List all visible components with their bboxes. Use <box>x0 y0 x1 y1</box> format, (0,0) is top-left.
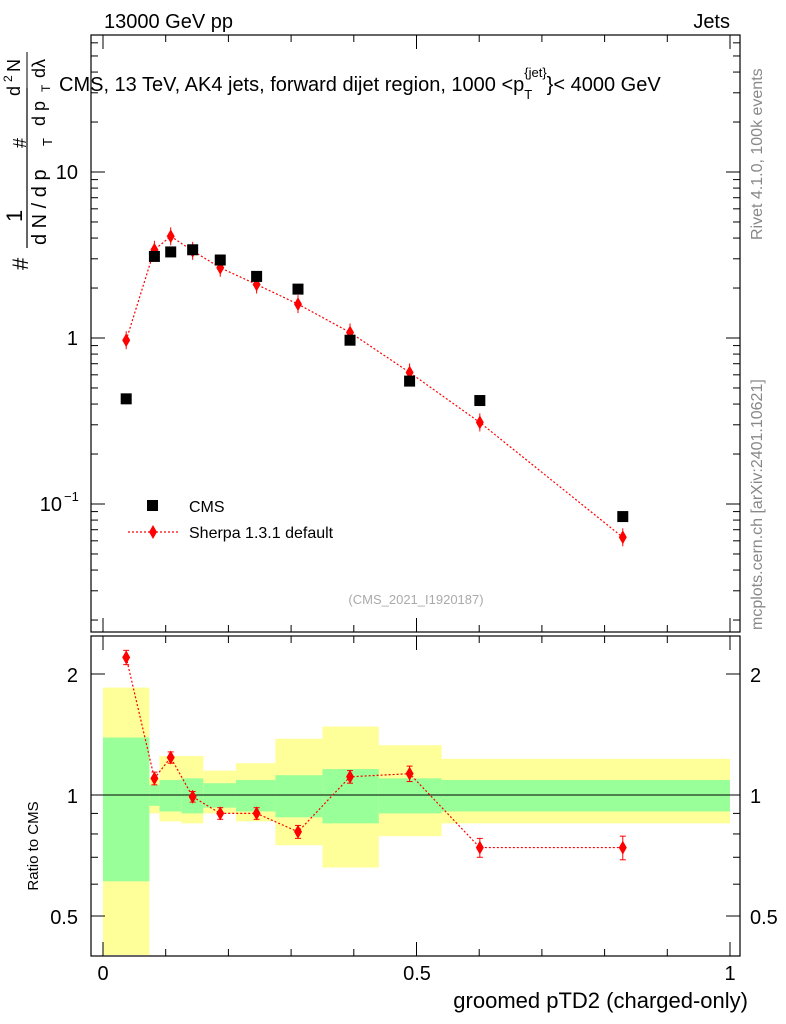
ratio-y-label: Ratio to CMS <box>25 801 42 890</box>
ratio-mc-point <box>216 806 225 821</box>
legend: CMS Sherpa 1.3.1 default <box>128 499 334 542</box>
ratio-ytick-left-0.5: 0.5 <box>50 907 78 929</box>
ratio-ytick-right-0.5: 0.5 <box>750 907 778 929</box>
mc-point <box>166 229 175 244</box>
y-label-d2N: d <box>4 86 24 96</box>
legend-mc-marker <box>149 525 157 539</box>
y-label-hash2: # <box>10 138 30 148</box>
main-ytick-exp-0: −1 <box>64 489 79 504</box>
y-label-two: 2 <box>1 75 15 82</box>
data-point <box>617 511 629 523</box>
ratio-ytick-left-2: 2 <box>67 665 78 687</box>
xtick-0.5: 0.5 <box>403 963 431 985</box>
data-point <box>165 246 177 258</box>
xtick-0: 0 <box>97 963 108 985</box>
legend-data-marker <box>147 500 158 511</box>
main-data-series <box>120 244 629 523</box>
mc-point <box>293 297 302 312</box>
mc-line <box>125 235 624 538</box>
data-point <box>148 250 160 262</box>
y-label-dN: d N / d p <box>29 169 51 245</box>
main-ticks <box>91 35 740 632</box>
mcplots-label: mcplots.cern.ch [arXiv:2401.10621] <box>749 379 766 630</box>
band-inner <box>275 775 323 818</box>
ratio-ticks <box>91 636 740 956</box>
watermark: (CMS_2021_I1920187) <box>348 592 483 607</box>
header-left: 13000 GeV pp <box>104 11 233 33</box>
y-label-one: 1 <box>2 210 27 222</box>
ratio-mc-point <box>293 824 302 839</box>
xtick-1: 1 <box>724 963 735 985</box>
header-right: Jets <box>693 11 730 33</box>
ratio-mc-point <box>346 769 355 784</box>
data-point <box>187 244 199 256</box>
ratio-mc-point <box>150 771 159 786</box>
data-point <box>344 334 356 346</box>
ratio-mc-point <box>188 789 197 804</box>
x-axis-label: groomed pTD2 (charged-only) <box>453 988 748 1013</box>
data-point <box>474 395 486 407</box>
main-frame <box>90 34 741 633</box>
ratio-mc-series <box>122 649 627 861</box>
mc-point <box>618 530 627 545</box>
band-inner <box>235 779 276 812</box>
ratio-bands <box>103 687 730 955</box>
ratio-mc-point <box>405 766 414 781</box>
main-ytick-label-0: 10 <box>40 494 62 516</box>
legend-mc-label: Sherpa 1.3.1 default <box>189 525 334 542</box>
band-inner <box>441 779 730 812</box>
main-title: CMS, 13 TeV, AK4 jets, forward dijet reg… <box>59 65 661 102</box>
ratio-ytick-right-2: 2 <box>750 665 761 687</box>
ratio-ytick-left-1: 1 <box>67 786 78 808</box>
rivet-label: Rivet 4.1.0, 100k events <box>749 68 766 240</box>
y-label-T: T <box>40 138 55 146</box>
data-point <box>292 283 304 295</box>
band-inner <box>159 779 182 812</box>
ratio-mc-point <box>252 806 261 821</box>
data-point <box>214 254 226 266</box>
main-ytick-label-2: 10 <box>56 162 78 184</box>
main-ytick-label-1: 1 <box>67 328 78 350</box>
legend-data-label: CMS <box>189 499 225 516</box>
data-point <box>404 375 416 387</box>
y-label-N: N <box>4 59 24 72</box>
y-label-T2: T <box>39 84 53 92</box>
data-point <box>251 270 263 282</box>
y-label-dlambda: dλ <box>29 59 49 78</box>
y-label-dpT: d p <box>29 101 49 126</box>
band-inner <box>378 778 442 814</box>
ratio-mc-point <box>618 840 627 855</box>
ratio-frame <box>90 635 741 957</box>
mc-point <box>122 333 131 348</box>
ratio-mc-point <box>475 840 484 855</box>
ratio-mc-point <box>122 650 131 665</box>
y-label-hash: # <box>8 257 33 270</box>
data-point <box>120 393 132 405</box>
mc-point <box>475 415 484 430</box>
ratio-mc-point <box>166 750 175 765</box>
main-y-label: # 1 d N / d p T # d 2 N d p T dλ <box>1 52 55 270</box>
band-inner <box>103 737 150 882</box>
ratio-ytick-right-1: 1 <box>750 786 761 808</box>
